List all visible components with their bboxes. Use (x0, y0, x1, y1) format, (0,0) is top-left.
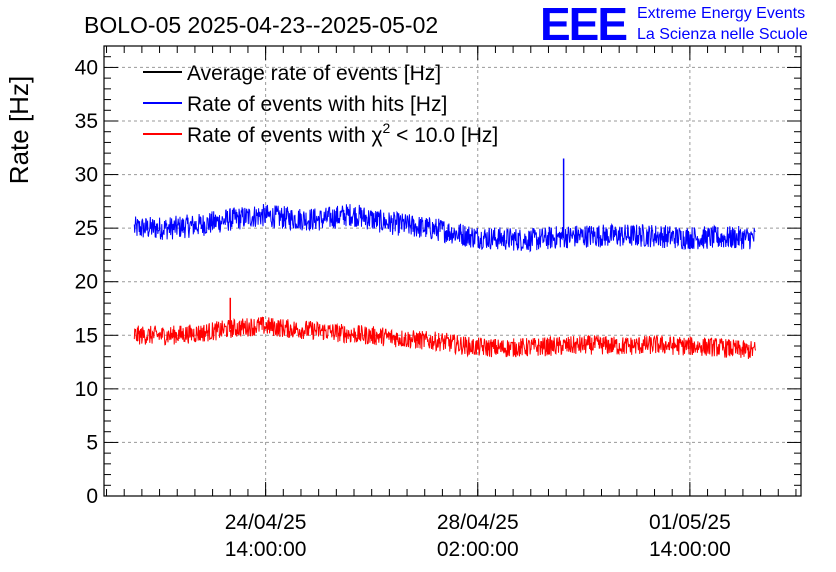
y-tick-label: 40 (75, 56, 98, 79)
logo-text: EEE (540, 0, 626, 50)
legend-chi2-sup: 2 (382, 120, 390, 136)
x-tick-label-time: 14:00:00 (225, 538, 307, 561)
legend-chi2-main: Rate of events with (187, 124, 371, 147)
y-tick-label: 10 (75, 378, 98, 401)
chart-title: BOLO-05 2025-04-23--2025-05-02 (84, 12, 438, 38)
y-tick-label: 20 (75, 271, 98, 294)
series-layer (133, 158, 756, 360)
legend-entry-hits: Rate of events with hits [Hz] (143, 93, 447, 116)
legend-chi2-rest: < 10.0 [Hz] (390, 124, 498, 147)
legend-entry-chi2: Rate of events with χ2 < 10.0 [Hz] (143, 120, 498, 147)
legend-entry-average: Average rate of events [Hz] (143, 62, 441, 85)
y-tick-label: 0 (86, 485, 98, 508)
logo-line-2: La Scienza nelle Scuole (637, 26, 808, 43)
logo-line-1: Extreme Energy Events (637, 5, 805, 22)
x-tick-label-time: 14:00:00 (649, 538, 731, 561)
y-axis: 0 5 10 15 20 25 30 35 40 (75, 45, 801, 508)
y-tick-label: 35 (75, 110, 98, 133)
y-tick-label: 15 (75, 324, 98, 347)
x-tick-label-date: 01/05/25 (649, 511, 731, 534)
legend-chi2-symbol: χ (371, 124, 382, 147)
legend-label-hits: Rate of events with hits [Hz] (187, 93, 447, 116)
x-tick-label-date: 28/04/25 (437, 511, 519, 534)
eee-logo: EEE Extreme Energy Events La Scienza nel… (540, 0, 808, 50)
x-tick-label-time: 02:00:00 (437, 538, 519, 561)
grid (104, 46, 801, 496)
x-tick-label-date: 24/04/25 (225, 511, 307, 534)
y-tick-label: 25 (75, 217, 98, 240)
y-axis-title: Rate [Hz] (4, 76, 34, 184)
y-tick-label: 5 (86, 431, 98, 454)
x-axis: 24/04/25 14:00:00 28/04/25 02:00:00 01/05/25… (106, 46, 797, 561)
legend-label-average: Average rate of events [Hz] (187, 62, 441, 85)
legend: Average rate of events [Hz] Rate of even… (143, 62, 498, 147)
series-line-1 (133, 203, 756, 253)
y-tick-label: 30 (75, 164, 98, 187)
legend-label-chi2: Rate of events with χ2 < 10.0 [Hz] (187, 120, 498, 147)
series-line-2 (133, 316, 756, 360)
